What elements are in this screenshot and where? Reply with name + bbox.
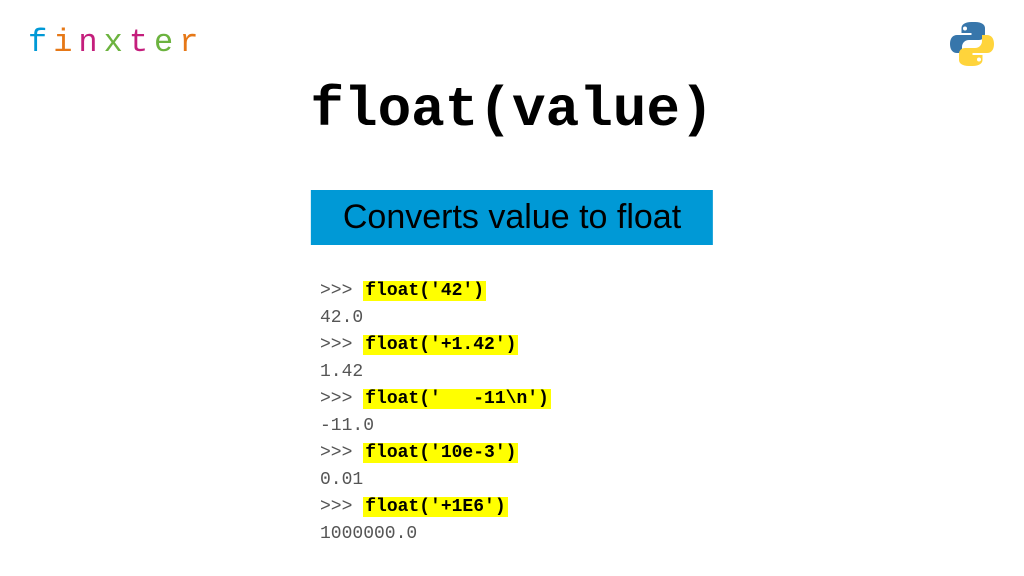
code-output-line: 0.01 <box>320 467 551 494</box>
logo-letter: e <box>154 24 179 61</box>
logo-letter: i <box>53 24 78 61</box>
code-input-line: >>> float('42') <box>320 278 551 305</box>
code-call: float('10e-3') <box>363 443 518 463</box>
code-call: float('42') <box>363 281 486 301</box>
logo-letter: n <box>78 24 103 61</box>
repl-prompt: >>> <box>320 335 363 355</box>
repl-prompt: >>> <box>320 497 363 517</box>
code-call: float('+1.42') <box>363 335 518 355</box>
page-title: float(value) <box>0 78 1024 142</box>
code-call: float(' -11\n') <box>363 389 551 409</box>
code-input-line: >>> float('+1E6') <box>320 494 551 521</box>
code-call: float('+1E6') <box>363 497 507 517</box>
finxter-logo: finxter <box>28 24 204 61</box>
code-input-line: >>> float('+1.42') <box>320 332 551 359</box>
code-input-line: >>> float('10e-3') <box>320 440 551 467</box>
code-examples: >>> float('42')42.0>>> float('+1.42')1.4… <box>320 278 551 548</box>
logo-letter: r <box>179 24 204 61</box>
repl-prompt: >>> <box>320 389 363 409</box>
code-output-line: -11.0 <box>320 413 551 440</box>
python-logo-icon <box>948 20 996 68</box>
subtitle-bar: Converts value to float <box>311 190 713 245</box>
repl-prompt: >>> <box>320 281 363 301</box>
logo-letter: f <box>28 24 53 61</box>
code-input-line: >>> float(' -11\n') <box>320 386 551 413</box>
code-output-line: 1.42 <box>320 359 551 386</box>
code-output-line: 42.0 <box>320 305 551 332</box>
repl-prompt: >>> <box>320 443 363 463</box>
logo-letter: t <box>129 24 154 61</box>
code-output-line: 1000000.0 <box>320 521 551 548</box>
logo-letter: x <box>104 24 129 61</box>
